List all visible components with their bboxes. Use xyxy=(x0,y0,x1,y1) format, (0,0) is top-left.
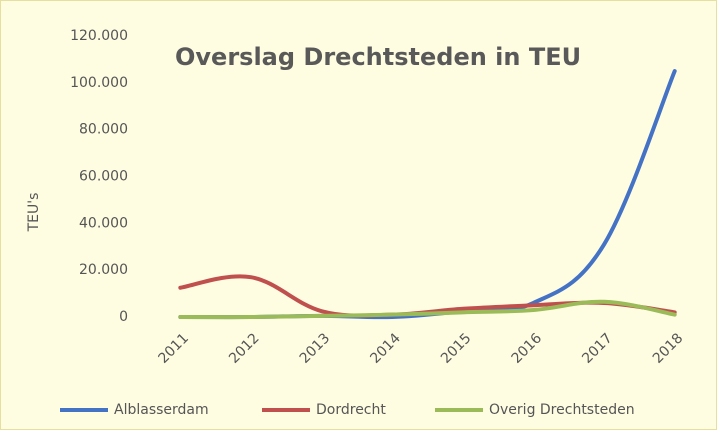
y-axis-label: TEU's xyxy=(26,193,42,233)
y-tick-label: 80.000 xyxy=(79,122,128,138)
y-tick-label: 60.000 xyxy=(79,169,128,185)
y-tick-label: 0 xyxy=(119,309,128,325)
legend-label: Alblasserdam xyxy=(114,402,209,418)
y-tick-label: 20.000 xyxy=(79,262,128,278)
y-tick-label: 100.000 xyxy=(70,75,128,91)
series-line xyxy=(178,299,677,320)
chart-title: Overslag Drechtsteden in TEU xyxy=(175,43,581,71)
legend-label: Dordrecht xyxy=(316,402,386,418)
y-tick-label: 120.000 xyxy=(70,28,128,44)
y-tick-label: 40.000 xyxy=(79,215,128,231)
legend-label: Overig Drechtsteden xyxy=(489,402,635,418)
